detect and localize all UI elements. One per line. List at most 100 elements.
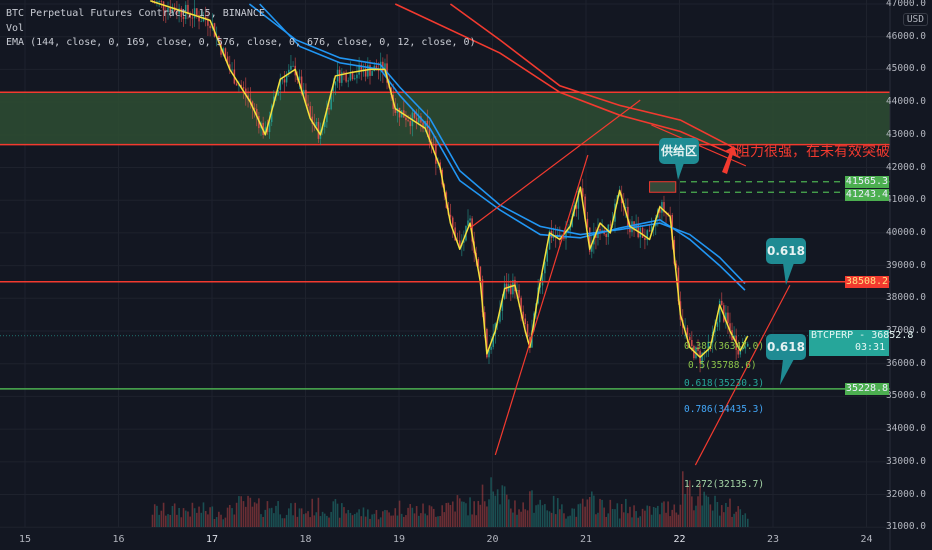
candle-body (330, 90, 332, 110)
volume-bar (639, 516, 642, 527)
volume-bar (403, 516, 405, 527)
ema-line (394, 3, 741, 159)
fib-callout-1[interactable]: 0.618 (766, 238, 806, 264)
candle-body (398, 107, 401, 118)
volume-bar (681, 471, 684, 527)
candle-body (471, 218, 473, 242)
candle-body (326, 108, 328, 123)
supply-zone-callout[interactable]: 供给区 (659, 138, 699, 164)
currency-button[interactable]: USD (902, 13, 928, 26)
volume-bar (260, 514, 262, 527)
volume-bar (494, 495, 497, 527)
y-tick-label: 46000.0 (885, 30, 926, 42)
candle-body (240, 84, 242, 88)
volume-bar (171, 505, 174, 527)
candle-body (563, 236, 565, 239)
volume-bar (669, 516, 671, 527)
volume-bar (290, 503, 292, 527)
candle-body (481, 279, 484, 313)
candle-body (407, 120, 409, 122)
volume-bar (191, 502, 194, 527)
resistance-note[interactable]: 阻力很强，在未有效突破 (736, 144, 890, 160)
volume-bar (483, 501, 486, 527)
volume-bar (285, 514, 288, 527)
volume-bar (313, 515, 316, 527)
ema-legend[interactable]: EMA (144, close, 0, 169, close, 0, 576, … (6, 37, 476, 48)
candle-body (307, 103, 309, 107)
volume-bar (510, 508, 512, 527)
candle-body (707, 341, 710, 352)
candle-body (347, 80, 350, 82)
volume-bar (228, 504, 231, 527)
candle-body (599, 228, 601, 232)
candle-body (384, 63, 386, 73)
volume-bar (499, 504, 501, 527)
volume-bar (573, 508, 576, 527)
volume-bar (605, 516, 607, 527)
volume-bar (204, 511, 207, 527)
candle-body (727, 312, 729, 324)
volume-bar (443, 512, 446, 527)
volume-bar (426, 515, 429, 527)
candle-body (196, 8, 198, 16)
volume-bar (233, 514, 236, 527)
candle-body (158, 1, 160, 2)
volume-bar (270, 507, 273, 527)
volume-bar (400, 513, 403, 527)
candle-body (684, 327, 686, 329)
volume-bar (614, 509, 616, 527)
candle-body (686, 327, 689, 337)
volume-bar (677, 514, 680, 527)
volume-bar (294, 502, 297, 527)
volume-bar (302, 514, 305, 527)
y-tick-label: 45000.0 (885, 63, 926, 75)
volume-bar (377, 519, 380, 527)
volume-legend[interactable]: Vol (6, 23, 25, 34)
candle-body (356, 74, 358, 79)
volume-bar (735, 511, 737, 527)
volume-bar (222, 519, 225, 527)
candle-body (488, 349, 490, 358)
fib-callout-2[interactable]: 0.618 (766, 334, 806, 360)
y-tick-label: 43000.0 (885, 128, 926, 140)
volume-bar (620, 503, 623, 527)
candle-body (584, 196, 586, 219)
volume-bar (627, 513, 629, 527)
ema-line (449, 3, 741, 152)
symbol-legend[interactable]: BTC Perpetual Futures Contract, 15, BINA… (6, 8, 265, 19)
volume-bar (364, 516, 367, 527)
volume-bar (537, 504, 539, 527)
candle-body (720, 300, 723, 306)
candle-body (586, 218, 589, 228)
candle-body (413, 112, 416, 118)
volume-bar (727, 506, 729, 527)
volume-bar (160, 510, 163, 527)
volume-bar (255, 503, 258, 527)
volume-bar (390, 515, 392, 527)
volume-bar (718, 515, 721, 527)
volume-bar (268, 508, 271, 527)
fib-label-0382: 0.382(36347.0) (684, 341, 765, 352)
volume-bar (371, 514, 373, 527)
volume-bar (507, 499, 510, 527)
candle-body (328, 108, 330, 110)
volume-bar (575, 516, 578, 527)
volume-bar (189, 516, 191, 527)
volume-bar (659, 514, 661, 527)
volume-bar (505, 494, 508, 527)
volume-bar (343, 507, 345, 527)
candle-body (451, 217, 454, 228)
candle-body (526, 324, 529, 338)
candle-body (546, 249, 548, 262)
volume-bar (435, 516, 437, 527)
candle-body (400, 110, 403, 118)
candle-body (332, 85, 335, 91)
candle-body (162, 1, 165, 11)
candle-body (458, 240, 461, 246)
volume-bar (273, 513, 275, 527)
volume-bar (556, 498, 559, 527)
candle-body (428, 128, 431, 143)
candle-body (178, 8, 180, 14)
